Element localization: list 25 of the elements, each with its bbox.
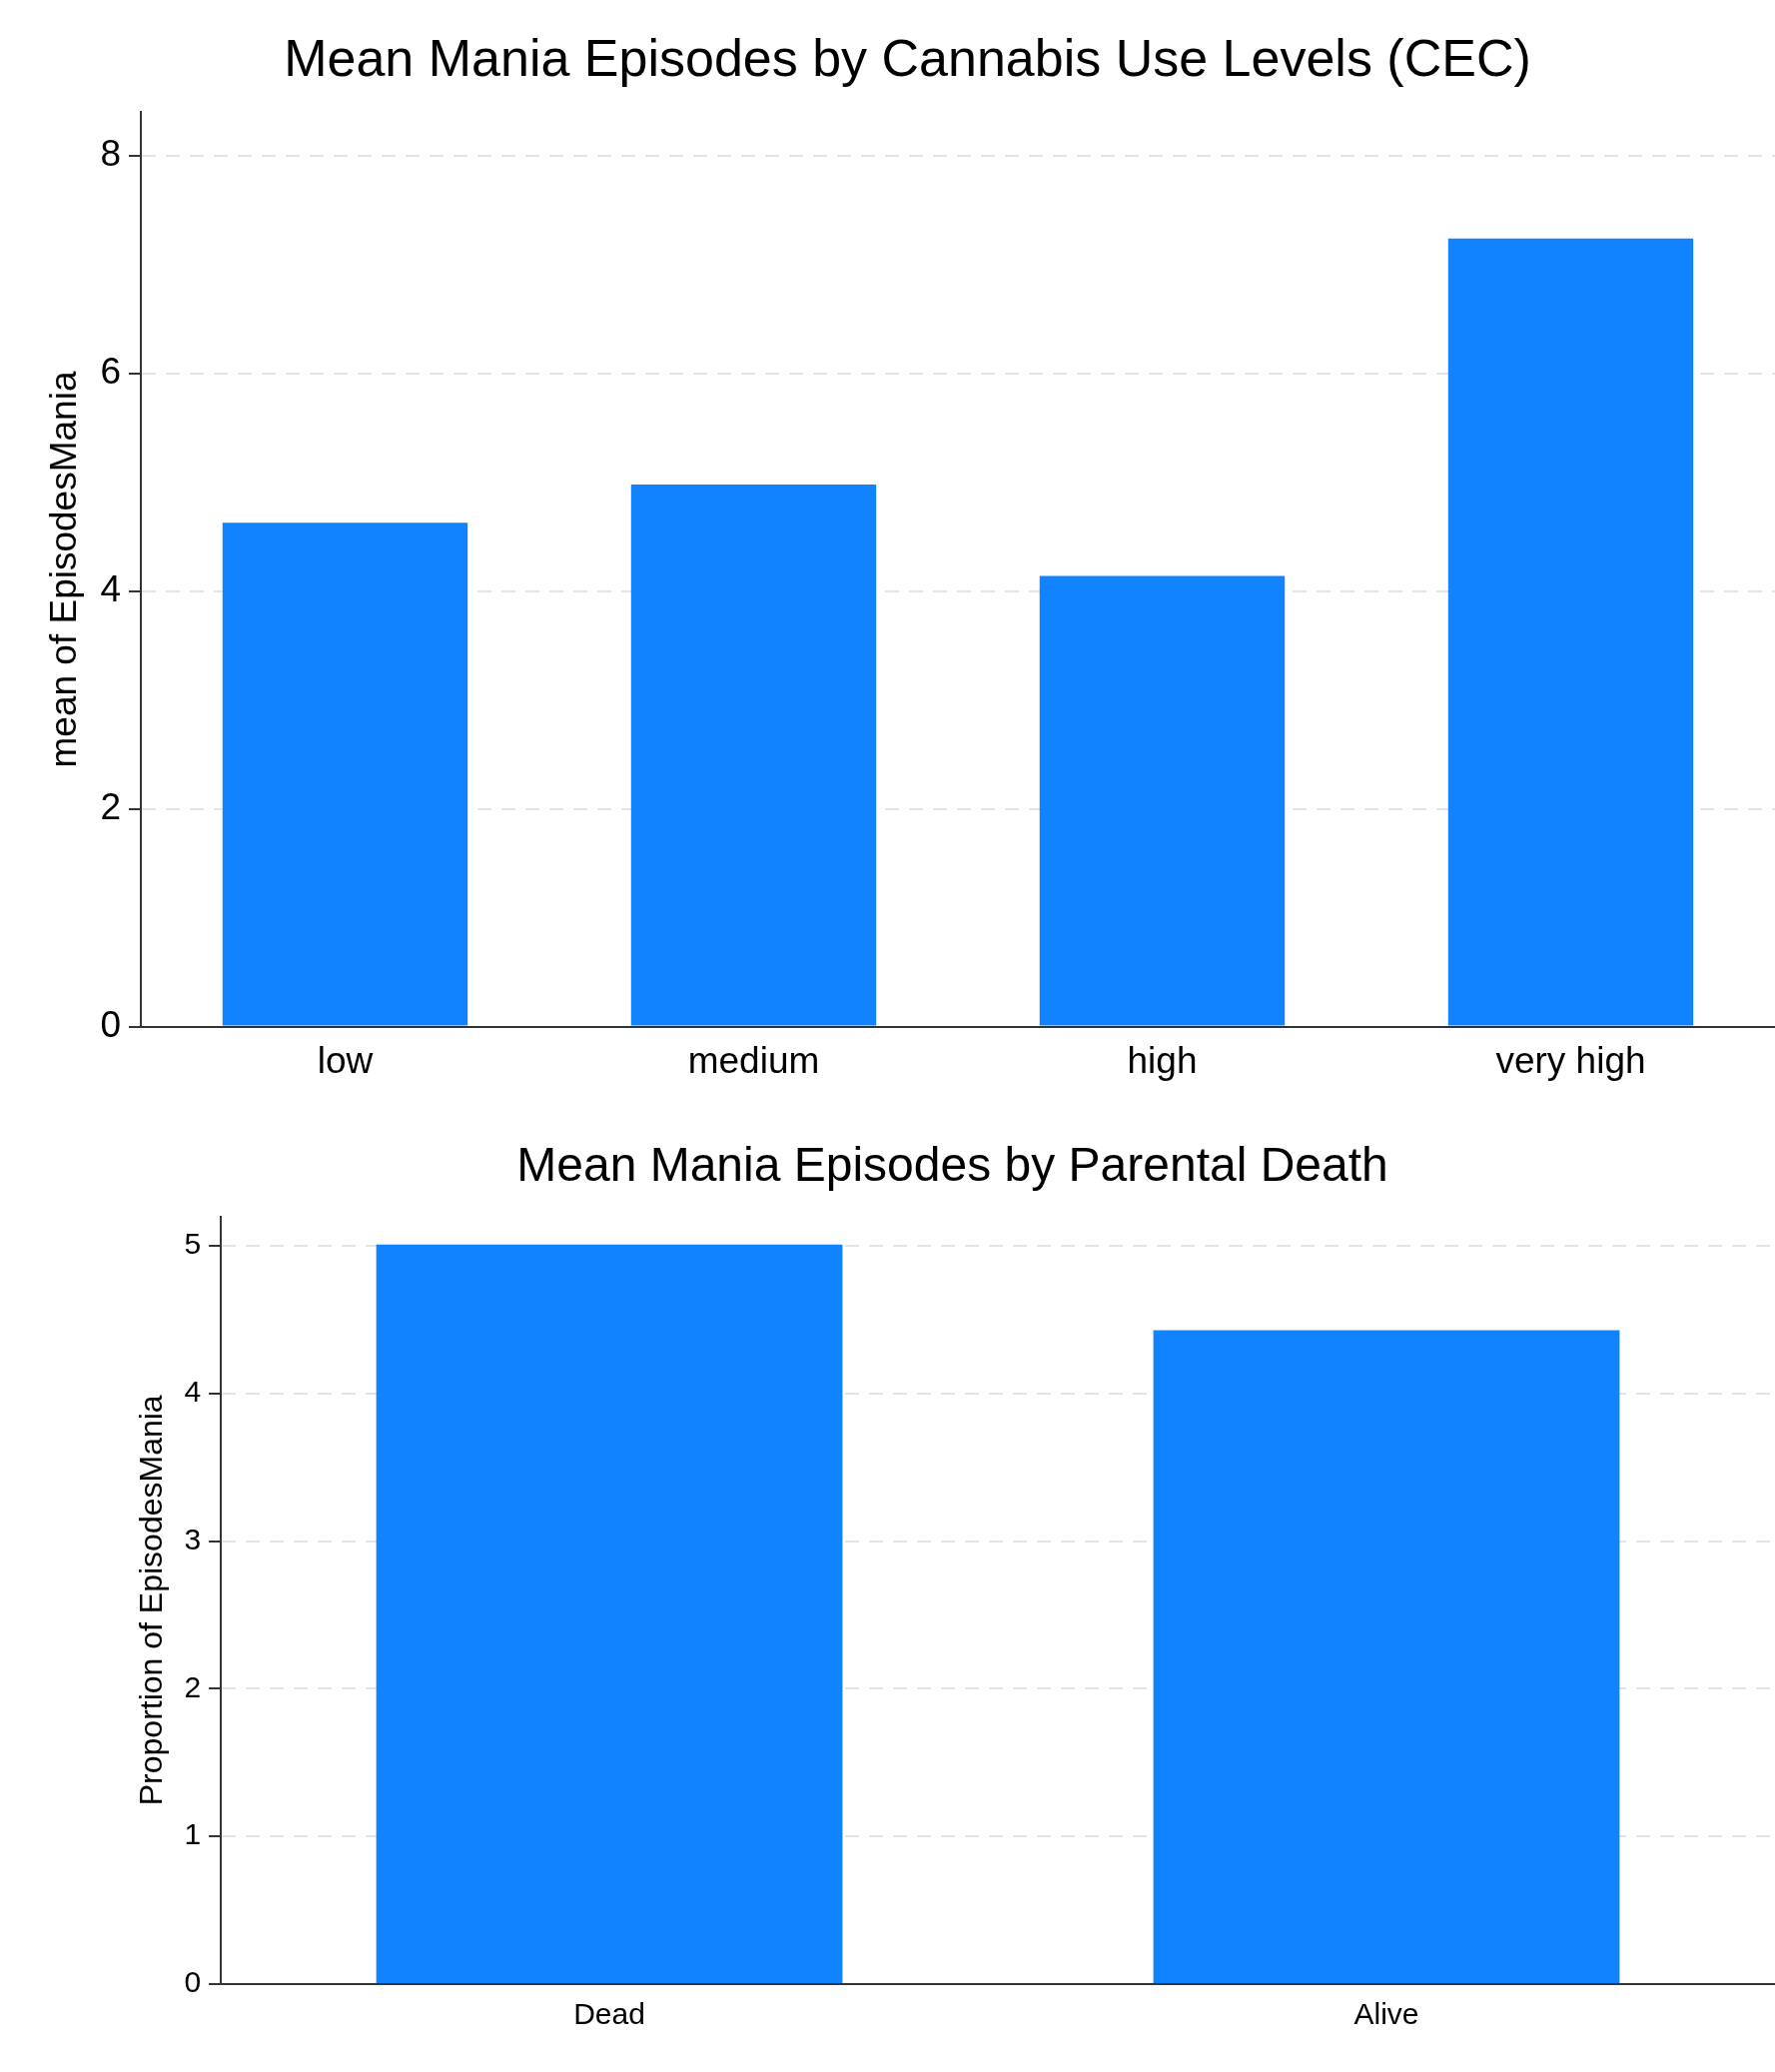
- x-tick-label: high: [1127, 1040, 1198, 1081]
- x-tick-label: low: [317, 1040, 374, 1081]
- chart-title: Mean Mania Episodes by Parental Death: [516, 1138, 1388, 1192]
- y-tick-label: 2: [184, 1669, 202, 1703]
- y-tick-label: 2: [100, 785, 121, 827]
- bar: [1039, 575, 1286, 1026]
- x-tick-label: medium: [687, 1040, 820, 1081]
- bar: [630, 485, 877, 1026]
- x-tick-label: very high: [1495, 1040, 1646, 1081]
- y-tick-label: 0: [100, 1003, 121, 1045]
- y-tick-label: 8: [100, 133, 121, 175]
- y-tick-label: 3: [184, 1522, 202, 1555]
- y-tick-label: 4: [184, 1375, 202, 1409]
- y-tick-label: 1: [184, 1817, 202, 1851]
- y-tick-label: 6: [100, 351, 121, 393]
- y-axis-title: mean of EpisodesMania: [43, 371, 85, 768]
- y-tick-label: 4: [100, 567, 121, 609]
- x-tick-label: Alive: [1353, 1997, 1419, 2031]
- x-tick-label: Dead: [573, 1997, 645, 2031]
- chart-title: Mean Mania Episodes by Cannabis Use Levels (CEC): [284, 28, 1531, 87]
- y-tick-label: 0: [184, 1965, 202, 1999]
- bar: [1447, 238, 1694, 1026]
- y-axis-title: Proportion of EpisodesMania: [133, 1395, 170, 1806]
- y-tick-label: 5: [184, 1227, 202, 1261]
- bar: [222, 522, 468, 1026]
